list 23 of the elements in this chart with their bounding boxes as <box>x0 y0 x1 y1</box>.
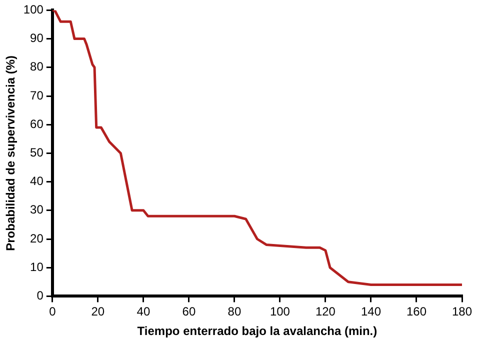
y-tick-label: 60 <box>30 116 44 131</box>
y-axis-title: Probabilidad de supervivencia (%) <box>4 56 18 251</box>
y-tick-label: 30 <box>30 202 44 217</box>
x-tick-label: 20 <box>91 304 105 319</box>
y-tick-label: 40 <box>30 174 44 188</box>
x-tick-label: 140 <box>360 304 382 319</box>
x-tick-label: 40 <box>136 304 150 319</box>
y-tick-label: 90 <box>30 31 44 46</box>
x-axis-title: Tiempo enterrado bajo la avalancha (min.) <box>137 324 378 338</box>
y-tick-label: 50 <box>30 146 44 160</box>
y-tick-label: 100 <box>23 2 44 17</box>
x-tick-label: 160 <box>406 304 427 319</box>
x-tick-label: 100 <box>270 304 290 319</box>
x-tick-label: 60 <box>182 304 196 319</box>
x-tick-label: 80 <box>228 304 242 319</box>
x-tick-label: 120 <box>315 304 336 319</box>
x-tick-label: 0 <box>49 304 56 319</box>
y-tick-label: 10 <box>30 260 44 274</box>
y-tick-label: 0 <box>36 288 44 303</box>
x-tick-label: 180 <box>452 304 472 319</box>
y-tick-label: 20 <box>30 231 44 246</box>
y-tick-label: 70 <box>30 88 44 102</box>
y-tick-label: 80 <box>30 60 44 74</box>
